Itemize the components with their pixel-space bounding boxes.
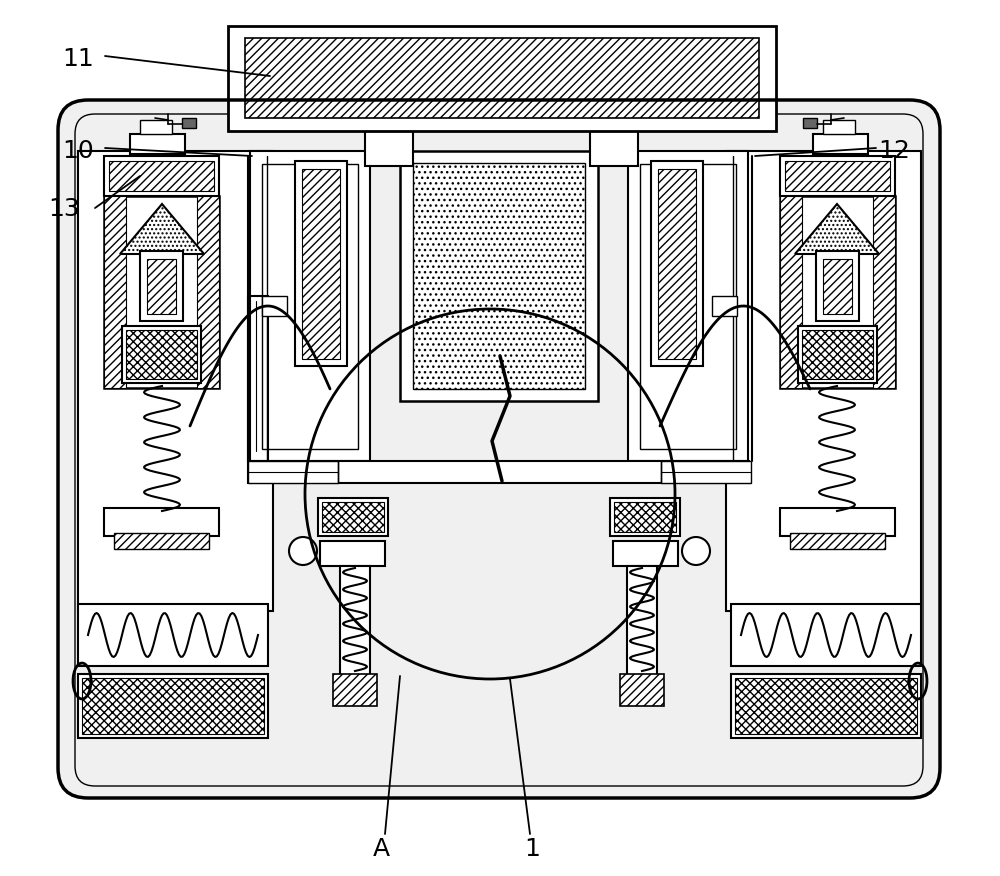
Bar: [628, 151, 748, 461]
Bar: [802, 330, 873, 379]
Bar: [813, 134, 868, 154]
Bar: [82, 678, 264, 734]
Bar: [197, 196, 219, 388]
Bar: [318, 498, 388, 536]
Bar: [333, 674, 377, 706]
Bar: [322, 502, 384, 532]
Bar: [340, 566, 370, 676]
Bar: [126, 330, 197, 379]
Bar: [627, 566, 657, 676]
FancyBboxPatch shape: [58, 100, 940, 798]
Bar: [823, 120, 855, 134]
Bar: [365, 128, 413, 166]
Bar: [320, 541, 385, 566]
Bar: [302, 169, 340, 359]
Bar: [140, 251, 183, 321]
Bar: [109, 161, 214, 191]
Bar: [78, 151, 273, 611]
Bar: [613, 541, 678, 566]
Circle shape: [289, 537, 317, 565]
FancyBboxPatch shape: [58, 100, 940, 798]
Bar: [803, 118, 817, 128]
Bar: [731, 604, 921, 666]
Bar: [413, 163, 585, 389]
Bar: [228, 26, 776, 131]
Bar: [790, 533, 885, 549]
Bar: [130, 134, 185, 154]
Bar: [590, 128, 638, 166]
Bar: [147, 259, 176, 314]
Bar: [122, 326, 201, 383]
Bar: [873, 196, 895, 388]
Bar: [614, 502, 676, 532]
Text: A: A: [373, 837, 390, 861]
Bar: [735, 678, 917, 734]
Bar: [816, 251, 859, 321]
Bar: [780, 196, 802, 388]
Bar: [104, 508, 219, 536]
Bar: [780, 196, 895, 388]
Text: 11: 11: [62, 47, 94, 71]
Polygon shape: [120, 204, 204, 254]
Text: 13: 13: [48, 197, 80, 221]
Bar: [712, 296, 737, 316]
Bar: [248, 461, 338, 483]
Circle shape: [682, 537, 710, 565]
Bar: [104, 156, 219, 196]
Text: 1: 1: [524, 837, 540, 861]
Bar: [620, 674, 664, 706]
Bar: [780, 508, 895, 536]
Bar: [78, 604, 268, 666]
Bar: [726, 151, 921, 611]
Bar: [610, 498, 680, 536]
Bar: [182, 118, 196, 128]
Bar: [640, 164, 736, 449]
Bar: [651, 161, 703, 366]
Bar: [114, 533, 209, 549]
Bar: [78, 674, 268, 738]
Bar: [250, 151, 370, 461]
Bar: [245, 38, 759, 118]
Bar: [780, 156, 895, 196]
Text: 12: 12: [878, 139, 910, 163]
Bar: [104, 196, 126, 388]
Polygon shape: [795, 204, 879, 254]
Bar: [731, 674, 921, 738]
Bar: [658, 169, 696, 359]
Bar: [262, 164, 358, 449]
Bar: [798, 326, 877, 383]
Text: 10: 10: [62, 139, 94, 163]
Bar: [785, 161, 890, 191]
Bar: [248, 461, 749, 483]
Bar: [295, 161, 347, 366]
Bar: [262, 296, 287, 316]
Bar: [661, 461, 751, 483]
Bar: [823, 259, 852, 314]
Bar: [104, 196, 219, 388]
Bar: [140, 120, 172, 134]
Bar: [400, 151, 598, 401]
